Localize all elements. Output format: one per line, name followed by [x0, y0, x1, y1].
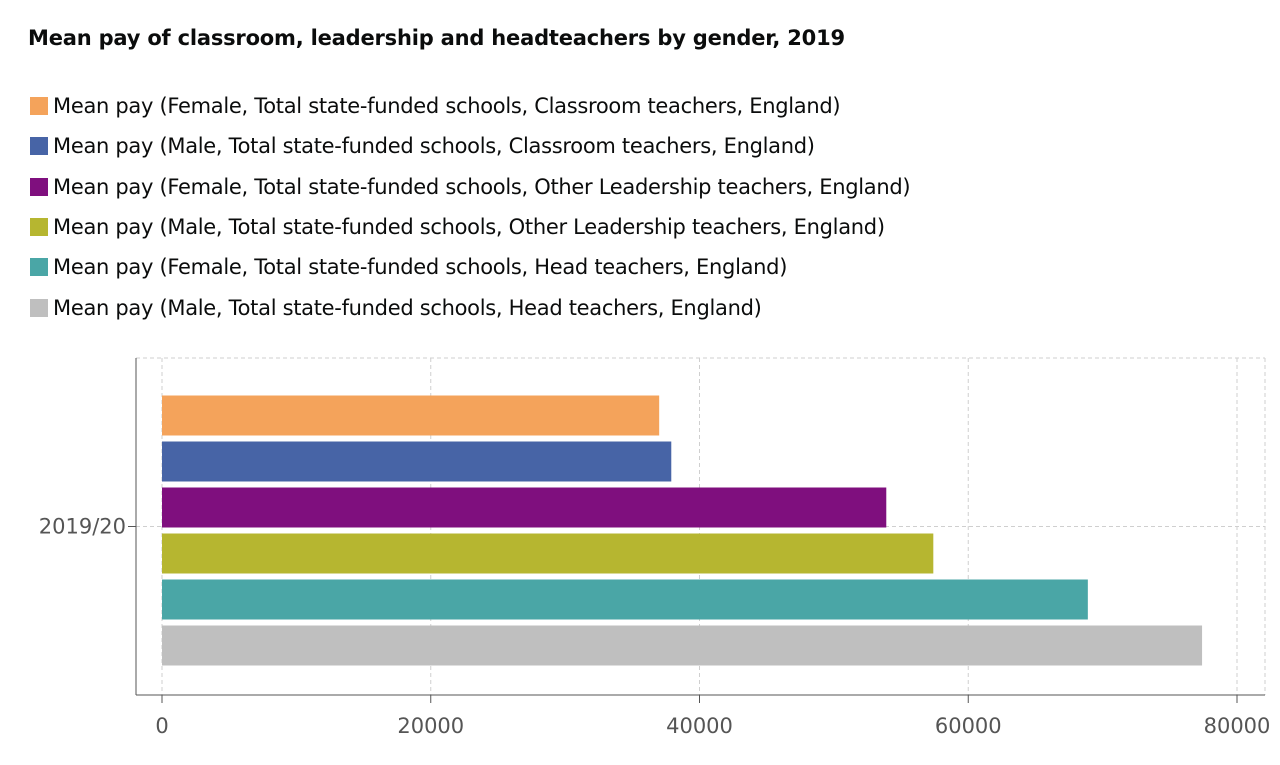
bar [162, 533, 934, 574]
legend-label: Mean pay (Male, Total state-funded schoo… [53, 134, 815, 159]
legend-swatch [30, 97, 48, 116]
chart-legend: Mean pay (Female, Total state-funded sch… [30, 86, 911, 328]
x-tick-label: 20000 [397, 714, 464, 738]
legend-label: Mean pay (Male, Total state-funded schoo… [53, 215, 885, 240]
legend-label: Mean pay (Male, Total state-funded schoo… [53, 295, 762, 320]
bar [162, 625, 1203, 666]
bar [162, 395, 660, 436]
legend-item: Mean pay (Female, Total state-funded sch… [30, 247, 910, 287]
x-tick-label: 40000 [666, 714, 733, 738]
legend-swatch [30, 218, 48, 237]
legend-item: Mean pay (Female, Total state-funded sch… [30, 86, 910, 126]
legend-item: Mean pay (Female, Total state-funded sch… [30, 167, 911, 207]
legend-swatch [30, 177, 48, 196]
bar [162, 441, 672, 482]
legend-label: Mean pay (Female, Total state-funded sch… [53, 174, 911, 199]
bar [162, 487, 887, 528]
legend-item: Mean pay (Male, Total state-funded schoo… [30, 126, 910, 166]
legend-swatch [30, 137, 48, 156]
legend-label: Mean pay (Female, Total state-funded sch… [53, 94, 841, 119]
legend-swatch [30, 258, 48, 277]
legend-swatch [30, 298, 48, 317]
x-tick-label: 80000 [1204, 714, 1271, 738]
bar [162, 579, 1088, 620]
x-tick-label: 60000 [935, 714, 1002, 738]
legend-item: Mean pay (Male, Total state-funded schoo… [30, 207, 910, 247]
y-tick-label: 2019/20 [39, 515, 126, 539]
legend-item: Mean pay (Male, Total state-funded schoo… [30, 287, 910, 327]
legend-label: Mean pay (Female, Total state-funded sch… [53, 255, 788, 280]
x-tick-label: 0 [155, 714, 168, 738]
chart-title: Mean pay of classroom, leadership and he… [28, 26, 845, 50]
